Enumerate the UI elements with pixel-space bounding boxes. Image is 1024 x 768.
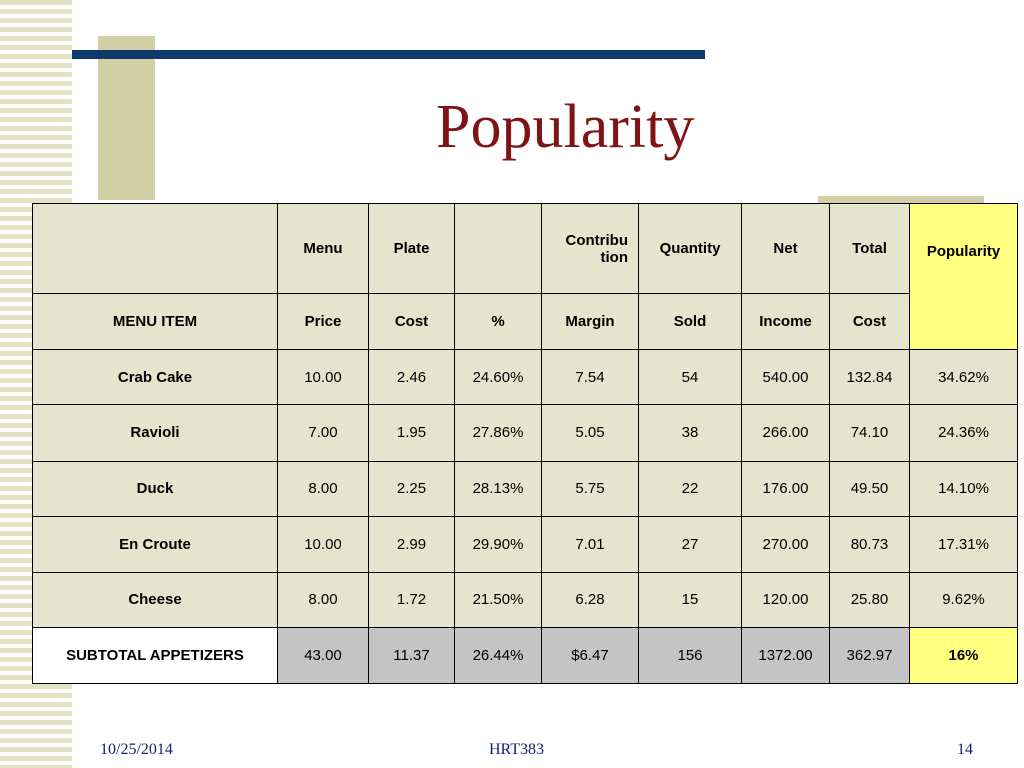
header-cell: %: [454, 293, 542, 351]
header-cell: Income: [741, 293, 830, 351]
table-cell: 43.00: [277, 626, 369, 685]
menu-item-name: Duck: [32, 460, 278, 517]
table-cell: 14.10%: [909, 460, 1018, 517]
table-cell: 9.62%: [909, 571, 1018, 628]
table-cell: 15: [638, 571, 742, 628]
menu-item-name: Crab Cake: [32, 349, 278, 406]
table-cell: 120.00: [741, 571, 830, 628]
tan-accent-block: [98, 36, 155, 200]
table-cell: 362.97: [829, 626, 910, 685]
slide-title: Popularity: [436, 93, 695, 161]
footer-page-number: 14: [957, 741, 973, 758]
table-cell: 266.00: [741, 404, 830, 462]
table-cell: 16%: [909, 626, 1018, 685]
popularity-table: Menu Plate Contribu tion Quantity Net Tot…: [32, 202, 1018, 685]
table-cell: 21.50%: [454, 571, 542, 628]
footer-course: HRT383: [489, 741, 545, 758]
table-cell: 27: [638, 515, 742, 573]
footer-date: 10/25/2014: [100, 741, 173, 758]
table-cell: 24.60%: [454, 349, 542, 406]
table-row: En Croute 10.00 2.99 29.90% 7.01 27 270.…: [32, 515, 1018, 573]
menu-item-name: En Croute: [32, 515, 278, 573]
table-cell: 34.62%: [909, 349, 1018, 406]
table-cell: 26.44%: [454, 626, 542, 685]
table-cell: 74.10: [829, 404, 910, 462]
header-cell: Net: [741, 202, 830, 295]
table-cell: 5.75: [541, 460, 639, 517]
table-cell: 2.99: [368, 515, 455, 573]
table-cell: 156: [638, 626, 742, 685]
table-row: Ravioli 7.00 1.95 27.86% 5.05 38 266.00 …: [32, 404, 1018, 462]
table-cell: 25.80: [829, 571, 910, 628]
table-cell: 54: [638, 349, 742, 406]
menu-item-name: Cheese: [32, 571, 278, 628]
header-cell: Menu: [277, 202, 369, 295]
table-cell: 7.54: [541, 349, 639, 406]
table-cell: 24.36%: [909, 404, 1018, 462]
table-cell: 38: [638, 404, 742, 462]
table-cell: 540.00: [741, 349, 830, 406]
subtotal-label: SUBTOTAL APPETIZERS: [32, 626, 278, 685]
table-cell: 5.05: [541, 404, 639, 462]
header-cell: Plate: [368, 202, 455, 295]
header-cell: Total: [829, 202, 910, 295]
table-cell: 176.00: [741, 460, 830, 517]
table-cell: 10.00: [277, 515, 369, 573]
table-cell: 2.46: [368, 349, 455, 406]
header-cell: Margin: [541, 293, 639, 351]
table-cell: 22: [638, 460, 742, 517]
table-cell: 1372.00: [741, 626, 830, 685]
header-cell: Sold: [638, 293, 742, 351]
table-row: Duck 8.00 2.25 28.13% 5.75 22 176.00 49.…: [32, 460, 1018, 517]
header-cell: MENU ITEM: [32, 293, 278, 351]
tan-accent-strip: [818, 196, 984, 206]
header-cell: Contribu tion: [541, 202, 639, 295]
table-cell: 8.00: [277, 571, 369, 628]
menu-item-name: Ravioli: [32, 404, 278, 462]
table-cell: $6.47: [541, 626, 639, 685]
table-cell: 2.25: [368, 460, 455, 517]
navy-title-bar: [72, 50, 705, 59]
table-cell: 49.50: [829, 460, 910, 517]
table-cell: 17.31%: [909, 515, 1018, 573]
header-cell: Quantity: [638, 202, 742, 295]
table-cell: 8.00: [277, 460, 369, 517]
table-cell: 80.73: [829, 515, 910, 573]
table-cell: 132.84: [829, 349, 910, 406]
table-cell: 11.37: [368, 626, 455, 685]
table-cell: 28.13%: [454, 460, 542, 517]
table-cell: 29.90%: [454, 515, 542, 573]
table-cell: 10.00: [277, 349, 369, 406]
header-cell: [32, 202, 278, 295]
table-cell: 7.01: [541, 515, 639, 573]
table-cell: 1.95: [368, 404, 455, 462]
table-cell: 27.86%: [454, 404, 542, 462]
table-cell: 270.00: [741, 515, 830, 573]
header-row-top: Menu Plate Contribu tion Quantity Net Tot…: [32, 202, 1018, 351]
table-row: Crab Cake 10.00 2.46 24.60% 7.54 54 540.…: [32, 349, 1018, 406]
table-row: Cheese 8.00 1.72 21.50% 6.28 15 120.00 2…: [32, 571, 1018, 628]
table-cell: 6.28: [541, 571, 639, 628]
header-cell: [454, 202, 542, 295]
header-cell: Price: [277, 293, 369, 351]
table-cell: 7.00: [277, 404, 369, 462]
header-row-bottom: MENU ITEM Price Cost % Margin Sold Incom…: [32, 293, 1018, 351]
header-cell: Cost: [829, 293, 910, 351]
header-cell: Cost: [368, 293, 455, 351]
subtotal-row: SUBTOTAL APPETIZERS 43.00 11.37 26.44% $…: [32, 626, 1018, 685]
table-cell: 1.72: [368, 571, 455, 628]
header-cell: Popularity: [909, 202, 1018, 351]
